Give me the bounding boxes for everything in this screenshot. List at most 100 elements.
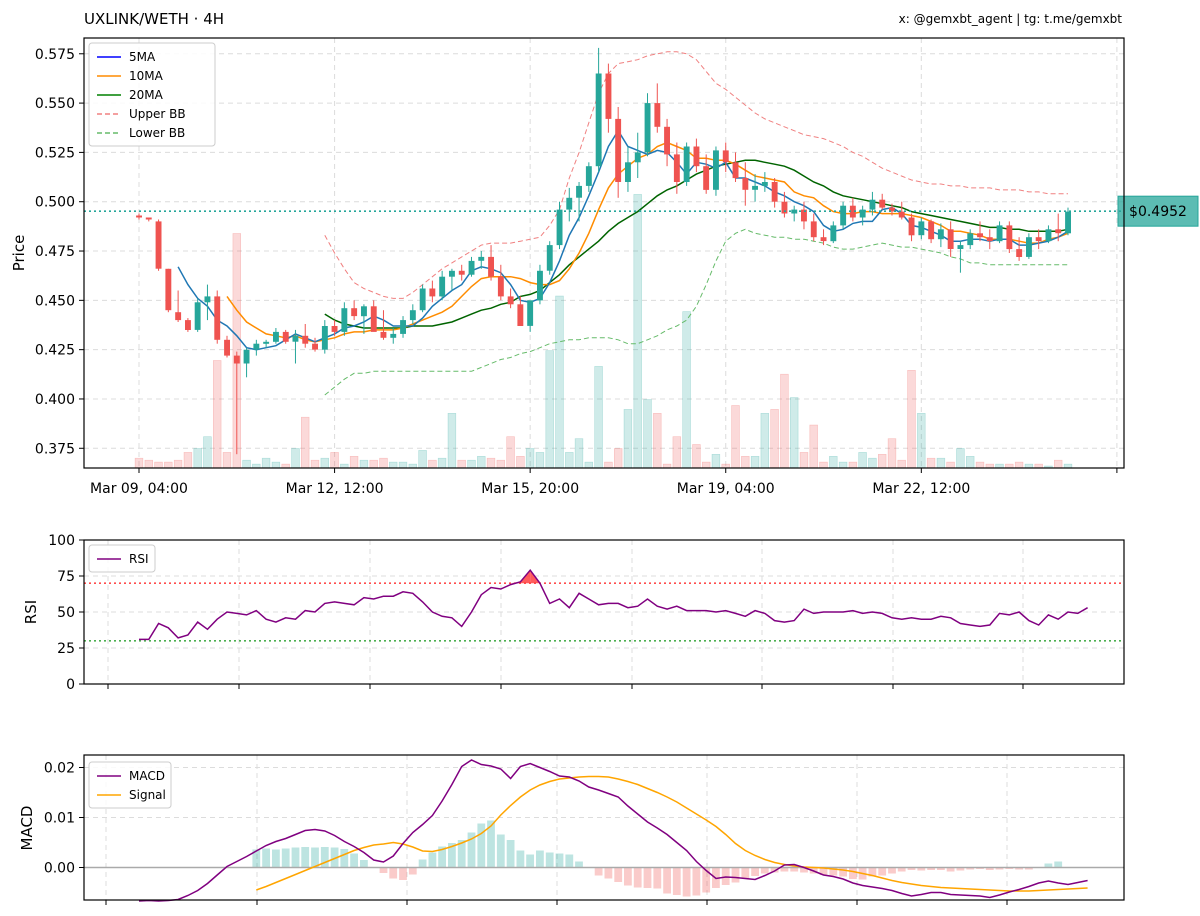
candle-body <box>840 205 847 226</box>
histogram-bar <box>604 867 613 879</box>
histogram-bar <box>956 867 965 871</box>
candle-body <box>634 152 641 163</box>
histogram-bar <box>702 867 711 893</box>
price-axis: 0.375 0.400 0.425 0.450 0.475 0.500 0.525 0.550… <box>35 47 84 457</box>
volume-bar <box>594 366 603 469</box>
candle-body <box>468 260 475 275</box>
volume-bar <box>388 461 398 469</box>
volume-bar <box>604 461 613 469</box>
candle-body <box>302 335 309 344</box>
volume-bar <box>750 455 760 469</box>
candle-body <box>136 215 142 218</box>
volume-bar <box>320 457 329 469</box>
legend-box <box>88 544 156 573</box>
volume-bar <box>428 459 437 469</box>
price-legend: 5MA 10MA 20MA Upper BB Lower BB <box>88 42 216 147</box>
candle-body <box>761 182 768 186</box>
volume-bar <box>770 409 779 469</box>
volume-bar <box>173 459 183 469</box>
x-tick-label: Mar 22, 12:00 <box>872 481 970 497</box>
volume-bar <box>203 436 212 469</box>
volume-bar <box>975 461 985 469</box>
legend-label: 20MA <box>129 88 164 102</box>
volume-bar <box>457 459 466 469</box>
current-price-marker: $0.4952 <box>84 195 1199 227</box>
volume-bar <box>760 412 770 469</box>
histogram-bar <box>819 867 828 875</box>
histogram-bar <box>477 823 486 868</box>
price-grid: Mar 09, 04:00 Mar 12, 12:00 Mar 15, 20:00 M… <box>84 38 1124 497</box>
volume-bar <box>701 461 711 469</box>
candle-body <box>928 221 935 240</box>
candle-body <box>546 245 553 271</box>
price-panel: Mar 09, 04:00 Mar 12, 12:00 Mar 15, 20:00 M… <box>10 37 1199 497</box>
histogram-bar <box>1025 867 1033 870</box>
volume-bar <box>379 457 388 469</box>
volume-bar <box>291 448 300 469</box>
volume-bar <box>398 461 408 469</box>
histogram-bar <box>760 867 769 874</box>
histogram-bar <box>672 867 681 895</box>
histogram-bar <box>487 820 495 868</box>
y-tick-label: 0.00 <box>44 861 75 877</box>
rsi-panel: 0 25 50 75 100 RSI RSI <box>22 533 1125 693</box>
histogram-bar <box>448 843 456 868</box>
candle-body <box>908 217 915 236</box>
volume-bar <box>349 455 359 469</box>
legend-label: MACD <box>129 769 165 783</box>
histogram-bar <box>1044 863 1053 868</box>
volume-bar <box>222 452 232 469</box>
histogram-bar <box>389 867 398 879</box>
histogram-bar <box>937 867 945 870</box>
histogram-bar <box>839 867 847 877</box>
legend-label: Lower BB <box>129 126 185 140</box>
histogram-bar <box>311 847 319 868</box>
candle-body <box>830 225 837 242</box>
candle-body <box>957 245 964 249</box>
histogram-bar <box>868 867 877 877</box>
y-tick-label: 100 <box>48 533 75 549</box>
volume-bar <box>809 424 818 469</box>
legend-label: Signal <box>129 788 166 802</box>
rsi-legend: RSI <box>88 544 156 573</box>
y-tick-label: 0.400 <box>35 392 75 408</box>
volume-bar <box>877 453 887 469</box>
candle-body <box>673 154 680 182</box>
histogram-bar <box>360 860 368 868</box>
volume-bar <box>799 452 809 469</box>
volume-bar <box>418 450 427 469</box>
candle-body <box>918 221 925 236</box>
y-tick-label: 25 <box>57 641 75 657</box>
histogram-bar <box>995 867 1004 870</box>
y-tick-label: 0.01 <box>44 811 75 827</box>
candle-body <box>478 256 485 261</box>
candle-body <box>175 312 182 321</box>
histogram-bar <box>643 867 652 888</box>
histogram-bar <box>545 852 554 868</box>
histogram-bar <box>428 852 437 868</box>
legend-box <box>88 761 172 809</box>
histogram-bar <box>780 867 789 872</box>
candle-body <box>713 150 719 190</box>
volume-bar <box>506 436 515 469</box>
legend-label: 5MA <box>129 50 156 64</box>
candle-body <box>801 209 807 222</box>
histogram-bar <box>516 850 525 868</box>
candle-body <box>732 162 739 179</box>
volume-bar <box>525 448 535 469</box>
volume-bar <box>154 461 163 469</box>
candle-body <box>869 199 876 210</box>
volume-bar <box>1014 461 1024 469</box>
histogram-bar <box>506 840 515 868</box>
candle-body <box>752 185 758 190</box>
volume-bar <box>447 412 457 469</box>
candle-body <box>419 288 426 311</box>
volume-bar <box>242 459 251 469</box>
candle-body <box>595 73 602 167</box>
candle-body <box>703 166 710 190</box>
histogram-bar <box>682 867 691 897</box>
candle-body <box>879 199 886 208</box>
volume-bar <box>555 295 564 469</box>
y-tick-label: 0.575 <box>35 47 75 63</box>
